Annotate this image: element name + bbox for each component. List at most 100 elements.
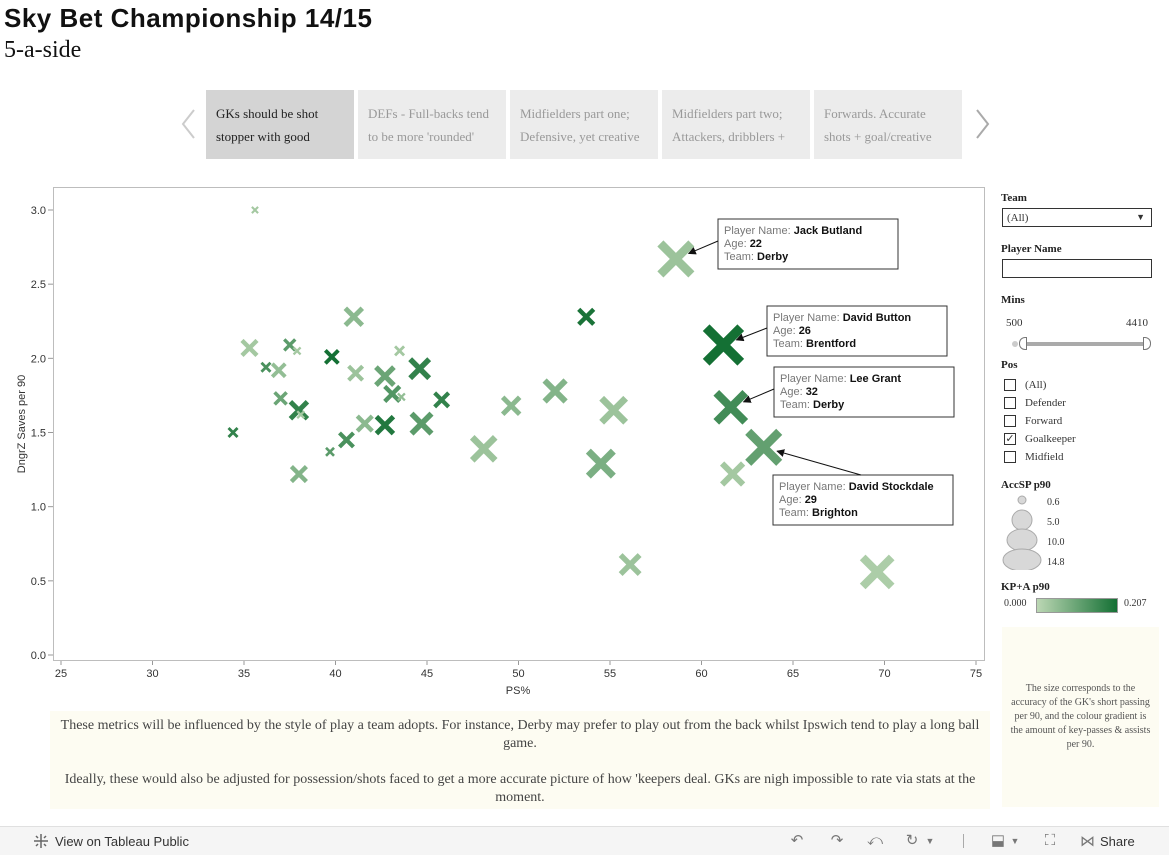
revert-icon[interactable]: ⤺ — [866, 832, 884, 849]
story-tab-defenders[interactable]: DEFs - Full-backs tend to be more 'round… — [358, 90, 506, 159]
gk-data-point[interactable] — [338, 431, 355, 449]
checkbox[interactable] — [1004, 451, 1016, 463]
mins-slider-min-handle[interactable] — [1019, 337, 1027, 350]
gk-data-point[interactable] — [292, 346, 302, 356]
gk-data-point[interactable] — [745, 428, 783, 466]
gk-data-point[interactable] — [397, 392, 406, 402]
gk-data-point[interactable] — [260, 361, 272, 373]
team-filter-label: Team — [1001, 192, 1027, 204]
gk-data-point[interactable] — [859, 554, 895, 590]
annotation-line: Player Name: Jack Butland — [724, 225, 862, 237]
story-prev-arrow-icon[interactable] — [180, 108, 198, 140]
y-tick-label: 1.0 — [31, 502, 46, 514]
gk-data-point[interactable] — [702, 324, 745, 366]
gk-data-point[interactable] — [657, 240, 695, 278]
view-on-tableau-label: View on Tableau Public — [55, 833, 189, 849]
side-note-text: The size corresponds to the accuracy of … — [1010, 683, 1151, 750]
size-legend-value: 5.0 — [1047, 517, 1060, 528]
share-button[interactable]: ⋈ Share — [1080, 827, 1135, 855]
plot-area[interactable] — [53, 187, 985, 661]
y-axis-label: DngrZ Saves per 90 — [16, 375, 28, 473]
gk-data-point[interactable] — [240, 338, 259, 358]
fullscreen-icon[interactable]: ⛶ — [1044, 832, 1056, 849]
mins-slider-max-handle[interactable] — [1143, 337, 1151, 350]
gk-data-point[interactable] — [288, 400, 310, 421]
gk-data-point[interactable] — [720, 461, 746, 487]
caption-paragraph-1: These metrics will be influenced by the … — [60, 718, 980, 751]
gk-data-point[interactable] — [355, 414, 374, 433]
pos-option-midfield[interactable]: Midfield — [1004, 450, 1064, 464]
view-on-tableau-link[interactable]: View on Tableau Public — [32, 827, 189, 855]
size-legend-value: 14.8 — [1047, 557, 1065, 568]
gk-data-point[interactable] — [251, 206, 259, 214]
gk-data-point[interactable] — [227, 426, 239, 439]
annotation-arrow — [687, 240, 719, 255]
chevron-down-icon[interactable]: ▼ — [1010, 836, 1020, 846]
gk-data-point[interactable] — [409, 411, 434, 436]
player-name-input[interactable] — [1002, 259, 1152, 278]
gk-data-point[interactable] — [343, 306, 365, 328]
x-tick-label: 65 — [787, 668, 799, 680]
pos-option-all[interactable]: (All) — [1004, 378, 1046, 392]
gk-data-point[interactable] — [433, 391, 451, 409]
gk-data-point[interactable] — [374, 365, 396, 387]
story-tab-forwards[interactable]: Forwards. Accurate shots + goal/creative — [814, 90, 962, 159]
story-tab-midfielders-one[interactable]: Midfielders part one; Defensive, yet cre… — [510, 90, 658, 159]
pos-option-forward[interactable]: Forward — [1004, 414, 1062, 428]
gk-data-point[interactable] — [374, 414, 396, 436]
gk-data-point[interactable] — [323, 348, 340, 365]
story-tab-text: shots + goal/creative — [824, 129, 932, 144]
story-tab-midfielders-two[interactable]: Midfielders part two; Attackers, dribble… — [662, 90, 810, 159]
pos-option-defender[interactable]: Defender — [1004, 396, 1066, 410]
share-icon: ⋈ — [1080, 833, 1095, 850]
gk-data-point[interactable] — [325, 446, 335, 457]
x-tick-label: 70 — [878, 668, 890, 680]
mins-slider-track[interactable] — [1022, 342, 1146, 346]
gk-data-point[interactable] — [713, 389, 749, 425]
checkbox[interactable] — [1004, 415, 1016, 427]
story-tab-text: Midfielders part one; — [520, 106, 630, 121]
story-points: GKs should be shot stopper with good DEF… — [206, 90, 966, 159]
download-icon[interactable]: ⬓ — [990, 832, 1006, 849]
gk-data-point[interactable] — [542, 378, 568, 404]
annotation-line: Team: Brighton — [779, 507, 858, 519]
annotation-line: Age: 32 — [780, 386, 818, 398]
gk-data-point[interactable] — [469, 435, 498, 463]
undo-icon[interactable]: ↶ — [790, 832, 804, 849]
caption-box — [50, 711, 990, 809]
refresh-icon[interactable]: ↻ — [905, 832, 919, 849]
annotation-line: Player Name: David Button — [773, 312, 911, 324]
gk-data-point[interactable] — [289, 464, 308, 484]
pos-option-label: Goalkeeper — [1025, 433, 1076, 445]
pos-option-goalkeeper[interactable]: ✓ Goalkeeper — [1004, 432, 1076, 446]
team-dropdown[interactable]: (All) ▼ — [1002, 208, 1152, 227]
gk-data-point[interactable] — [618, 553, 642, 576]
story-next-arrow-icon[interactable] — [973, 108, 991, 140]
gk-data-point[interactable] — [347, 364, 365, 382]
tableau-logo-icon — [34, 834, 48, 848]
annotation-arrow — [776, 449, 862, 476]
checkbox[interactable] — [1004, 379, 1016, 391]
x-tick-label: 30 — [146, 668, 158, 680]
gk-data-point[interactable] — [273, 391, 288, 406]
checkbox-checked[interactable]: ✓ — [1004, 433, 1016, 445]
annotation-box — [717, 218, 899, 270]
gk-data-point[interactable] — [500, 395, 522, 417]
gk-data-point[interactable] — [270, 362, 287, 379]
gk-data-point[interactable] — [577, 307, 596, 326]
checkbox[interactable] — [1004, 397, 1016, 409]
gk-data-point[interactable] — [383, 384, 402, 403]
gk-data-point[interactable] — [408, 357, 432, 381]
gk-data-point[interactable] — [599, 395, 629, 425]
redo-icon[interactable]: ↷ — [830, 832, 844, 849]
gk-data-point[interactable] — [296, 410, 306, 420]
y-tick-label: 0.0 — [31, 650, 46, 662]
gk-data-point[interactable] — [585, 448, 616, 479]
story-tab-text: Attackers, dribblers + — [672, 129, 786, 144]
chevron-down-icon[interactable]: ▼ — [925, 836, 935, 846]
story-tab-goalkeepers[interactable]: GKs should be shot stopper with good — [206, 90, 354, 159]
gk-data-point[interactable] — [394, 345, 406, 357]
color-gradient-bar — [1036, 598, 1118, 613]
